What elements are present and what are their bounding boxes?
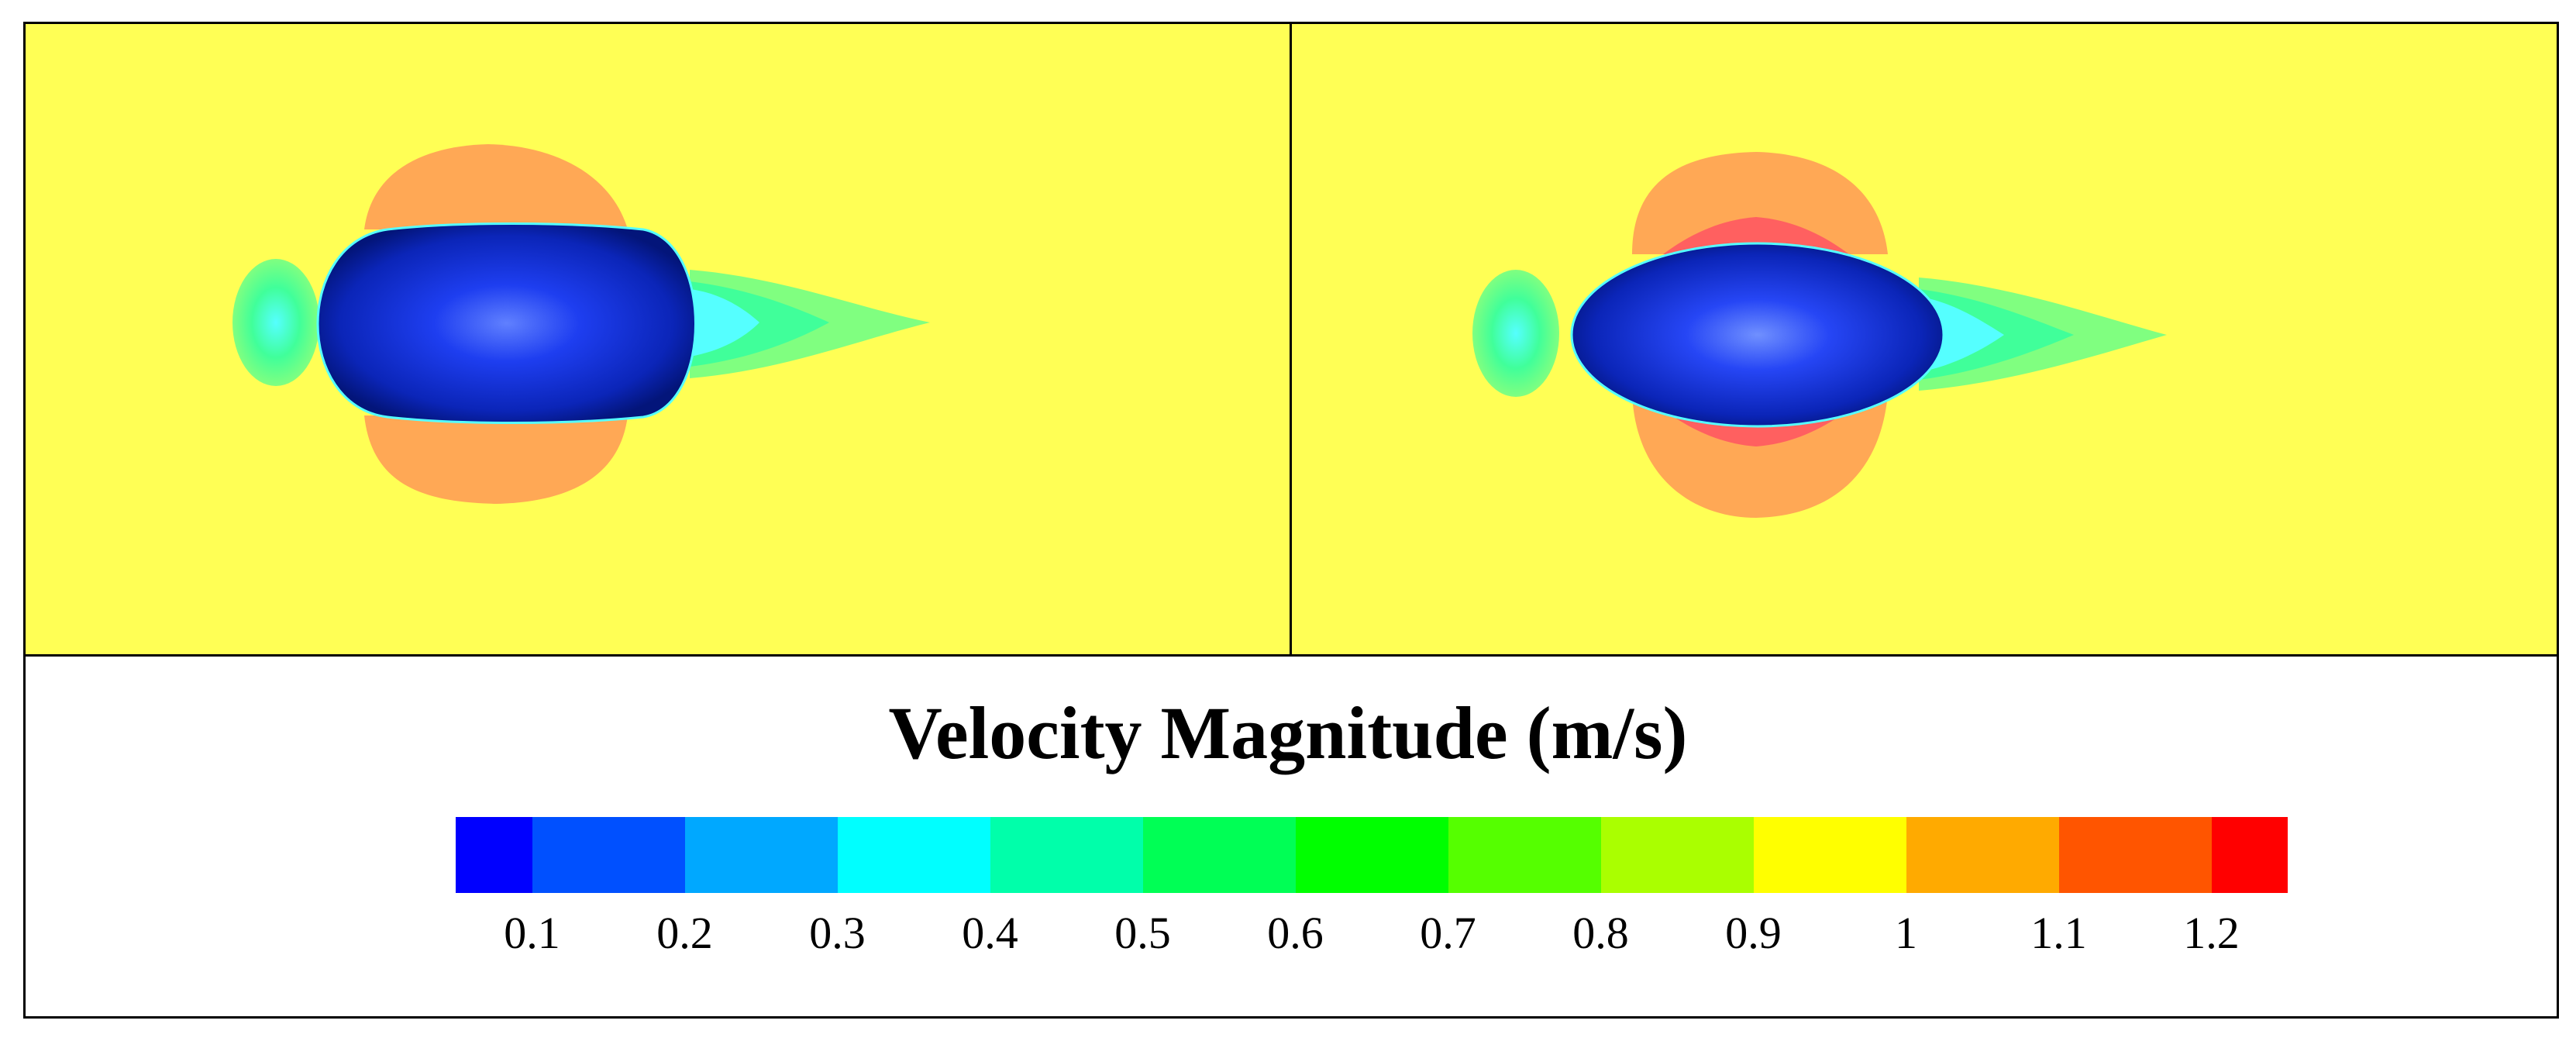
body-cylindrical [316, 222, 697, 424]
colorbar-tick-label: 0.4 [962, 908, 1018, 958]
high-velocity-lobe-top [1632, 152, 1888, 254]
colorbar-segment [837, 817, 990, 893]
colorbar-segment [456, 817, 532, 893]
colorbar-segment [1753, 817, 1906, 893]
colorbar-segment [2211, 817, 2288, 893]
frame-divider-vertical [1290, 22, 1292, 656]
colorbar-tick-label: 0.8 [1572, 908, 1629, 958]
colorbar-tick-label: 0.7 [1420, 908, 1476, 958]
colorbar-tick-label: 0.1 [504, 908, 560, 958]
colorbar-tick-label: 0.6 [1267, 908, 1324, 958]
colorbar-tick-label: 0.5 [1114, 908, 1171, 958]
colorbar-segment [1906, 817, 2059, 893]
colorbar-tick-label: 1 [1895, 908, 1917, 958]
contour-panel-right [1291, 22, 2559, 656]
colorbar-segment [2058, 817, 2212, 893]
wake-core [690, 289, 759, 357]
high-velocity-lobe-bottom [364, 415, 628, 504]
nose-stagnation-zone [232, 259, 319, 386]
colorbar-segment [1600, 817, 1754, 893]
colorbar-segment [1142, 817, 1296, 893]
colorbar-tick-label: 0.3 [809, 908, 866, 958]
colorbar-segment [990, 817, 1143, 893]
legend-title: Velocity Magnitude (m/s) [888, 691, 1688, 774]
colorbar [456, 817, 2288, 893]
colorbar-ticks: 0.1 0.2 0.3 0.4 0.5 0.6 0.7 0.8 0.9 1 1.1 1.2 [456, 907, 2288, 961]
colorbar-tick-label: 1.2 [2183, 908, 2240, 958]
contour-panel-left [23, 22, 1291, 656]
colorbar-tick-label: 0.2 [656, 908, 713, 958]
high-velocity-lobe-top [364, 144, 628, 229]
colorbar-segment [1295, 817, 1448, 893]
body-ellipsoidal [1570, 242, 1945, 428]
colorbar-segment [1448, 817, 1601, 893]
colorbar-tick-label: 0.9 [1725, 908, 1782, 958]
colorbar-tick-label: 1.1 [2030, 908, 2087, 958]
nose-stagnation-zone [1472, 270, 1559, 397]
colorbar-segment [532, 817, 685, 893]
colorbar-segment [684, 817, 838, 893]
